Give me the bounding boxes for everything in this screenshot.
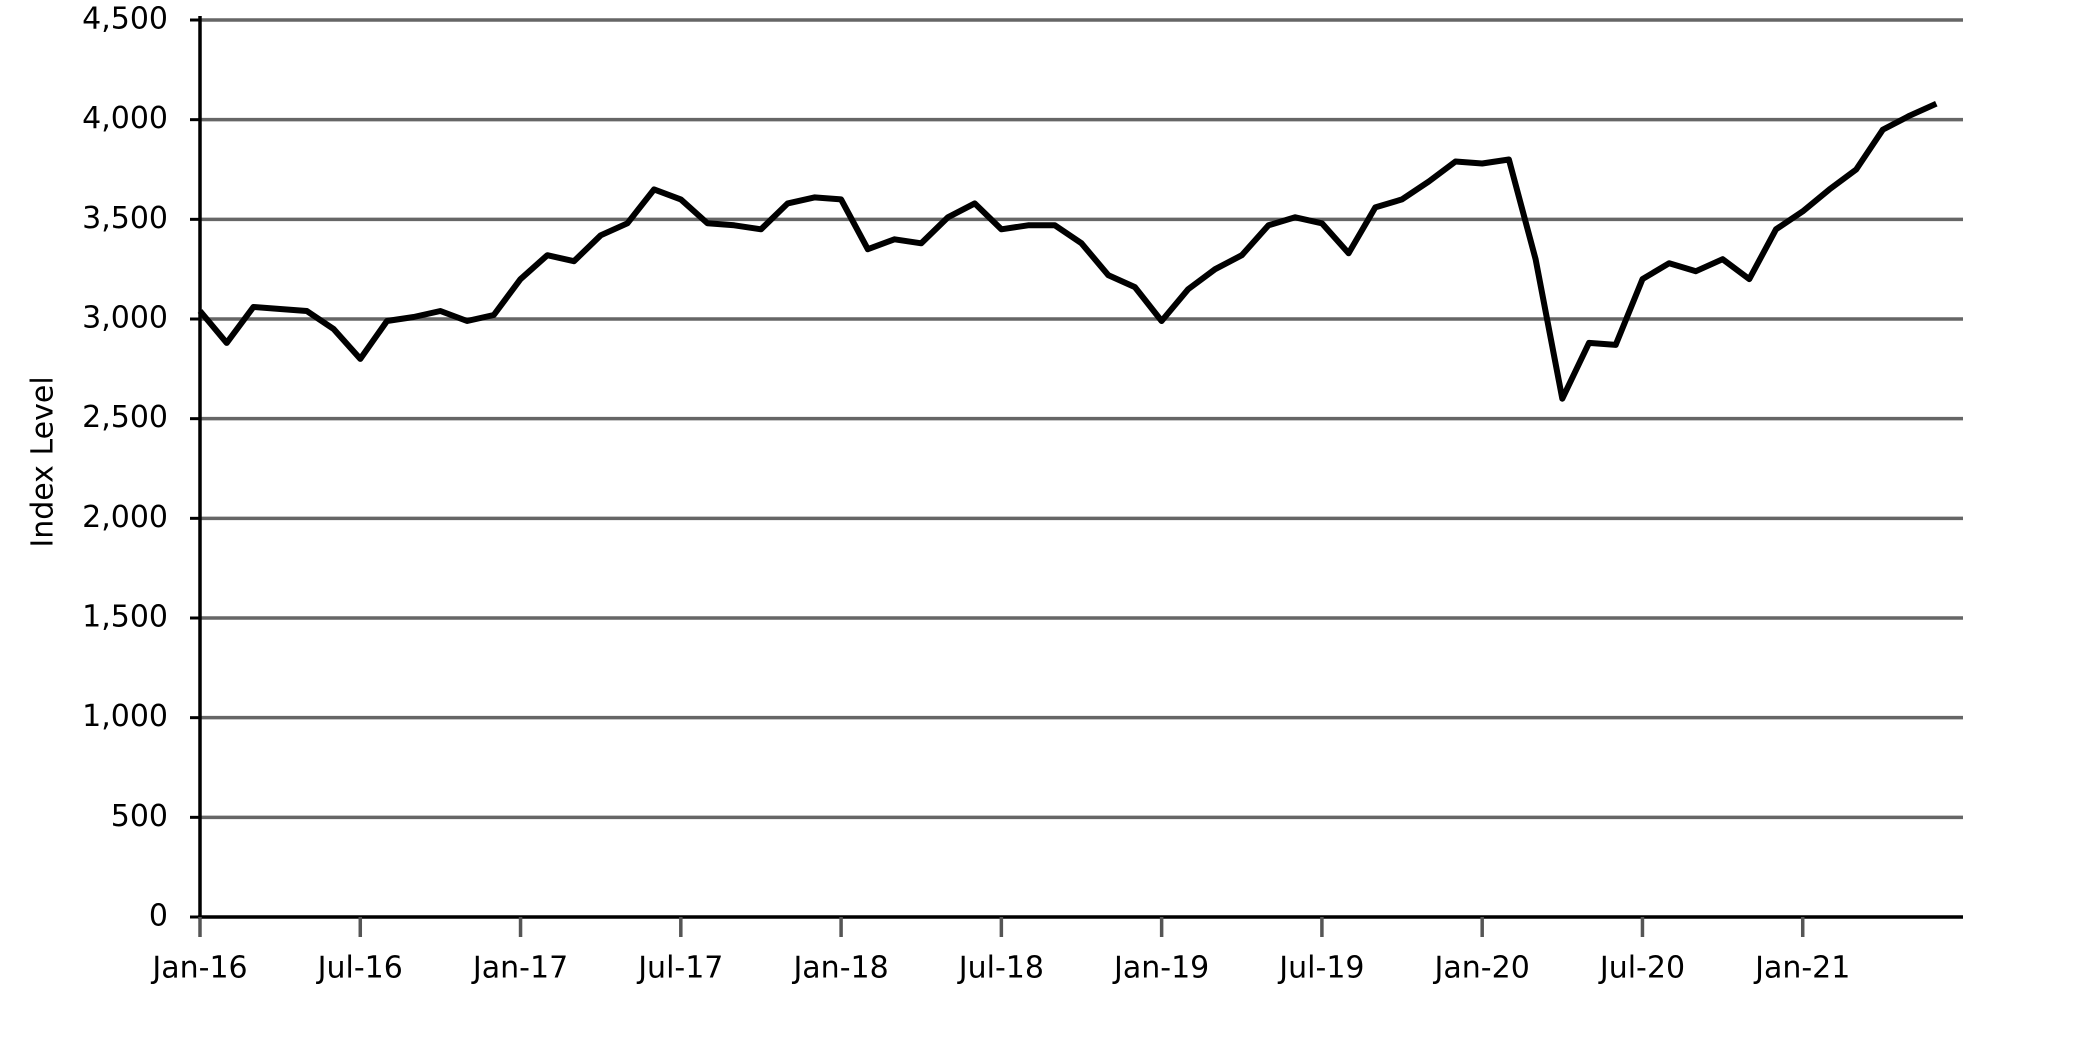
x-tick-label: Jan-18 (791, 951, 888, 986)
x-tick-label: Jan-19 (1112, 951, 1209, 986)
y-tick-label: 4,500 (82, 2, 168, 37)
x-tick-label: Jul-16 (316, 951, 403, 986)
x-tick-label: Jul-19 (1277, 951, 1364, 986)
y-tick-label: 3,000 (82, 301, 168, 336)
y-tick-label: 2,500 (82, 400, 168, 435)
x-tick-label: Jan-16 (150, 951, 247, 986)
y-tick-label: 0 (149, 899, 168, 934)
y-axis-label: Index Level (26, 376, 61, 547)
y-tick-label: 1,000 (82, 699, 168, 734)
x-tick-label: Jan-21 (1753, 951, 1850, 986)
y-tick-label: 3,500 (82, 201, 168, 236)
y-tick-label: 4,000 (82, 101, 168, 136)
x-tick-label: Jul-18 (957, 951, 1044, 986)
x-tick-label: Jan-20 (1433, 951, 1530, 986)
y-tick-label: 1,500 (82, 600, 168, 635)
x-tick-label: Jul-20 (1598, 951, 1685, 986)
x-tick-label: Jan-17 (471, 951, 568, 986)
data-line (197, 100, 1938, 402)
y-tick-label: 2,000 (82, 500, 168, 535)
y-tick-label: 500 (111, 799, 168, 834)
x-tick-label: Jul-17 (636, 951, 723, 986)
